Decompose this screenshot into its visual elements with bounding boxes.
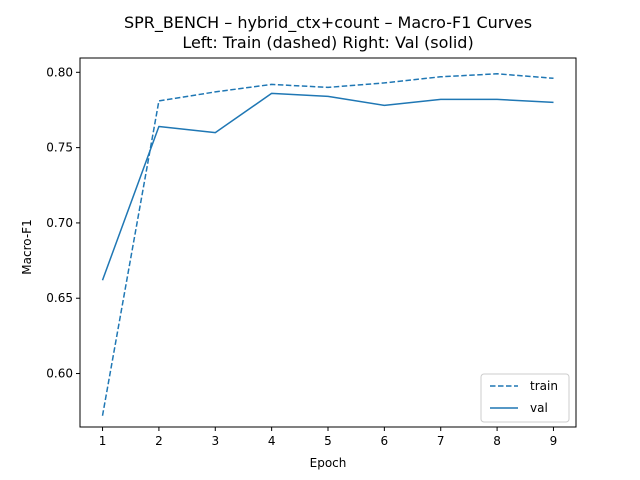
x-tick-label: 5 (324, 434, 332, 448)
x-tick-label: 3 (211, 434, 219, 448)
series-line-val (101, 92, 554, 281)
y-tick-label: 0.65 (46, 291, 73, 305)
y-axis-ticks: 0.60 0.65 0.70 0.75 0.80 (46, 65, 80, 381)
x-tick-label: 2 (155, 434, 163, 448)
series-line-train (101, 73, 554, 416)
y-tick-label: 0.60 (46, 367, 73, 381)
y-tick-label: 0.70 (46, 216, 73, 230)
x-tick-label: 9 (550, 434, 558, 448)
x-tick-label: 8 (493, 434, 501, 448)
x-tick-label: 4 (268, 434, 276, 448)
x-axis-label: Epoch (310, 456, 347, 470)
x-tick-label: 7 (437, 434, 445, 448)
x-tick-label: 6 (381, 434, 389, 448)
chart-title: SPR_BENCH – hybrid_ctx+count – Macro-F1 … (124, 13, 532, 33)
legend-label-train: train (530, 379, 558, 393)
y-tick-label: 0.75 (46, 141, 73, 155)
legend-label-val: val (530, 401, 548, 415)
x-tick-label: 1 (99, 434, 107, 448)
legend: train val (480, 373, 570, 423)
y-tick-label: 0.80 (46, 65, 73, 79)
chart-subtitle: Left: Train (dashed) Right: Val (solid) (182, 33, 473, 52)
series-layer (101, 73, 554, 416)
y-axis-label: Macro-F1 (20, 219, 34, 274)
x-axis-ticks: 1 2 3 4 5 6 7 8 9 (99, 427, 558, 448)
